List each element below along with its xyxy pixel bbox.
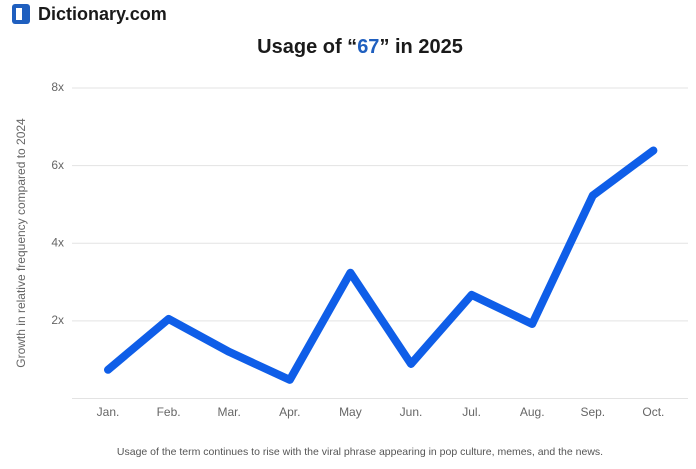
x-tick-label: Oct. [642, 405, 664, 419]
x-tick-label: Mar. [218, 405, 241, 419]
x-tick-label: May [339, 405, 362, 419]
x-tick-label: Sep. [580, 405, 605, 419]
x-tick-label: Aug. [520, 405, 545, 419]
title-part: ” in 2025 [379, 36, 462, 58]
y-tick-label: 2x [51, 313, 64, 327]
title-part: Usage of “ [257, 36, 357, 58]
title-part: 67 [357, 36, 379, 58]
y-axis-label: Growth in relative frequency compared to… [14, 118, 28, 368]
chart-title: Usage of “67” in 2025 [257, 36, 463, 58]
y-tick-label: 6x [51, 158, 64, 172]
y-tick-label: 8x [51, 80, 64, 94]
x-tick-label: Jul. [462, 405, 481, 419]
brand: Dictionary.com [38, 4, 167, 24]
caption: Usage of the term continues to rise with… [117, 446, 603, 458]
line [104, 146, 658, 384]
x-tick-label: Jan. [97, 405, 120, 419]
x-tick-label: Jun. [400, 405, 423, 419]
x-tick-label: Apr. [279, 405, 300, 419]
logo-icon-inner [16, 8, 22, 20]
y-tick-label: 4x [51, 235, 64, 249]
x-tick-label: Feb. [157, 405, 181, 419]
